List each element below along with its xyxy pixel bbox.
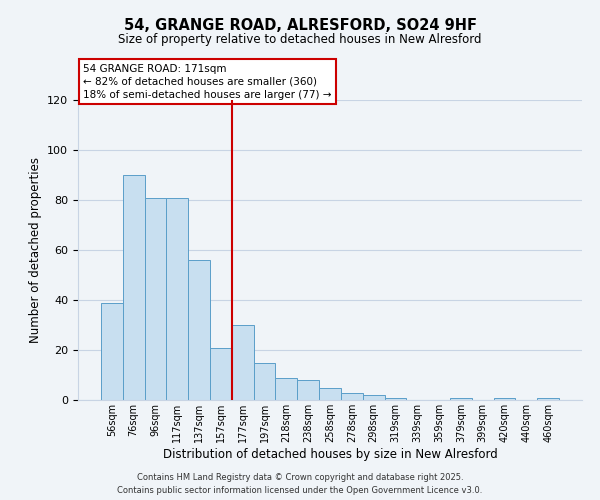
Bar: [385, 398, 406, 400]
Bar: [123, 175, 145, 400]
Bar: [363, 395, 385, 400]
Text: Contains HM Land Registry data © Crown copyright and database right 2025.: Contains HM Land Registry data © Crown c…: [137, 474, 463, 482]
Bar: [188, 260, 210, 400]
Bar: [494, 398, 515, 400]
Text: Contains public sector information licensed under the Open Government Licence v3: Contains public sector information licen…: [118, 486, 482, 495]
Text: Size of property relative to detached houses in New Alresford: Size of property relative to detached ho…: [118, 32, 482, 46]
Bar: [341, 392, 363, 400]
Text: 54 GRANGE ROAD: 171sqm
← 82% of detached houses are smaller (360)
18% of semi-de: 54 GRANGE ROAD: 171sqm ← 82% of detached…: [83, 64, 332, 100]
Bar: [166, 198, 188, 400]
Bar: [297, 380, 319, 400]
Bar: [537, 398, 559, 400]
X-axis label: Distribution of detached houses by size in New Alresford: Distribution of detached houses by size …: [163, 448, 497, 460]
Bar: [232, 325, 254, 400]
Bar: [254, 362, 275, 400]
Bar: [275, 378, 297, 400]
Bar: [145, 198, 166, 400]
Bar: [101, 302, 123, 400]
Bar: [450, 398, 472, 400]
Bar: [210, 348, 232, 400]
Y-axis label: Number of detached properties: Number of detached properties: [29, 157, 41, 343]
Bar: [319, 388, 341, 400]
Text: 54, GRANGE ROAD, ALRESFORD, SO24 9HF: 54, GRANGE ROAD, ALRESFORD, SO24 9HF: [124, 18, 476, 32]
